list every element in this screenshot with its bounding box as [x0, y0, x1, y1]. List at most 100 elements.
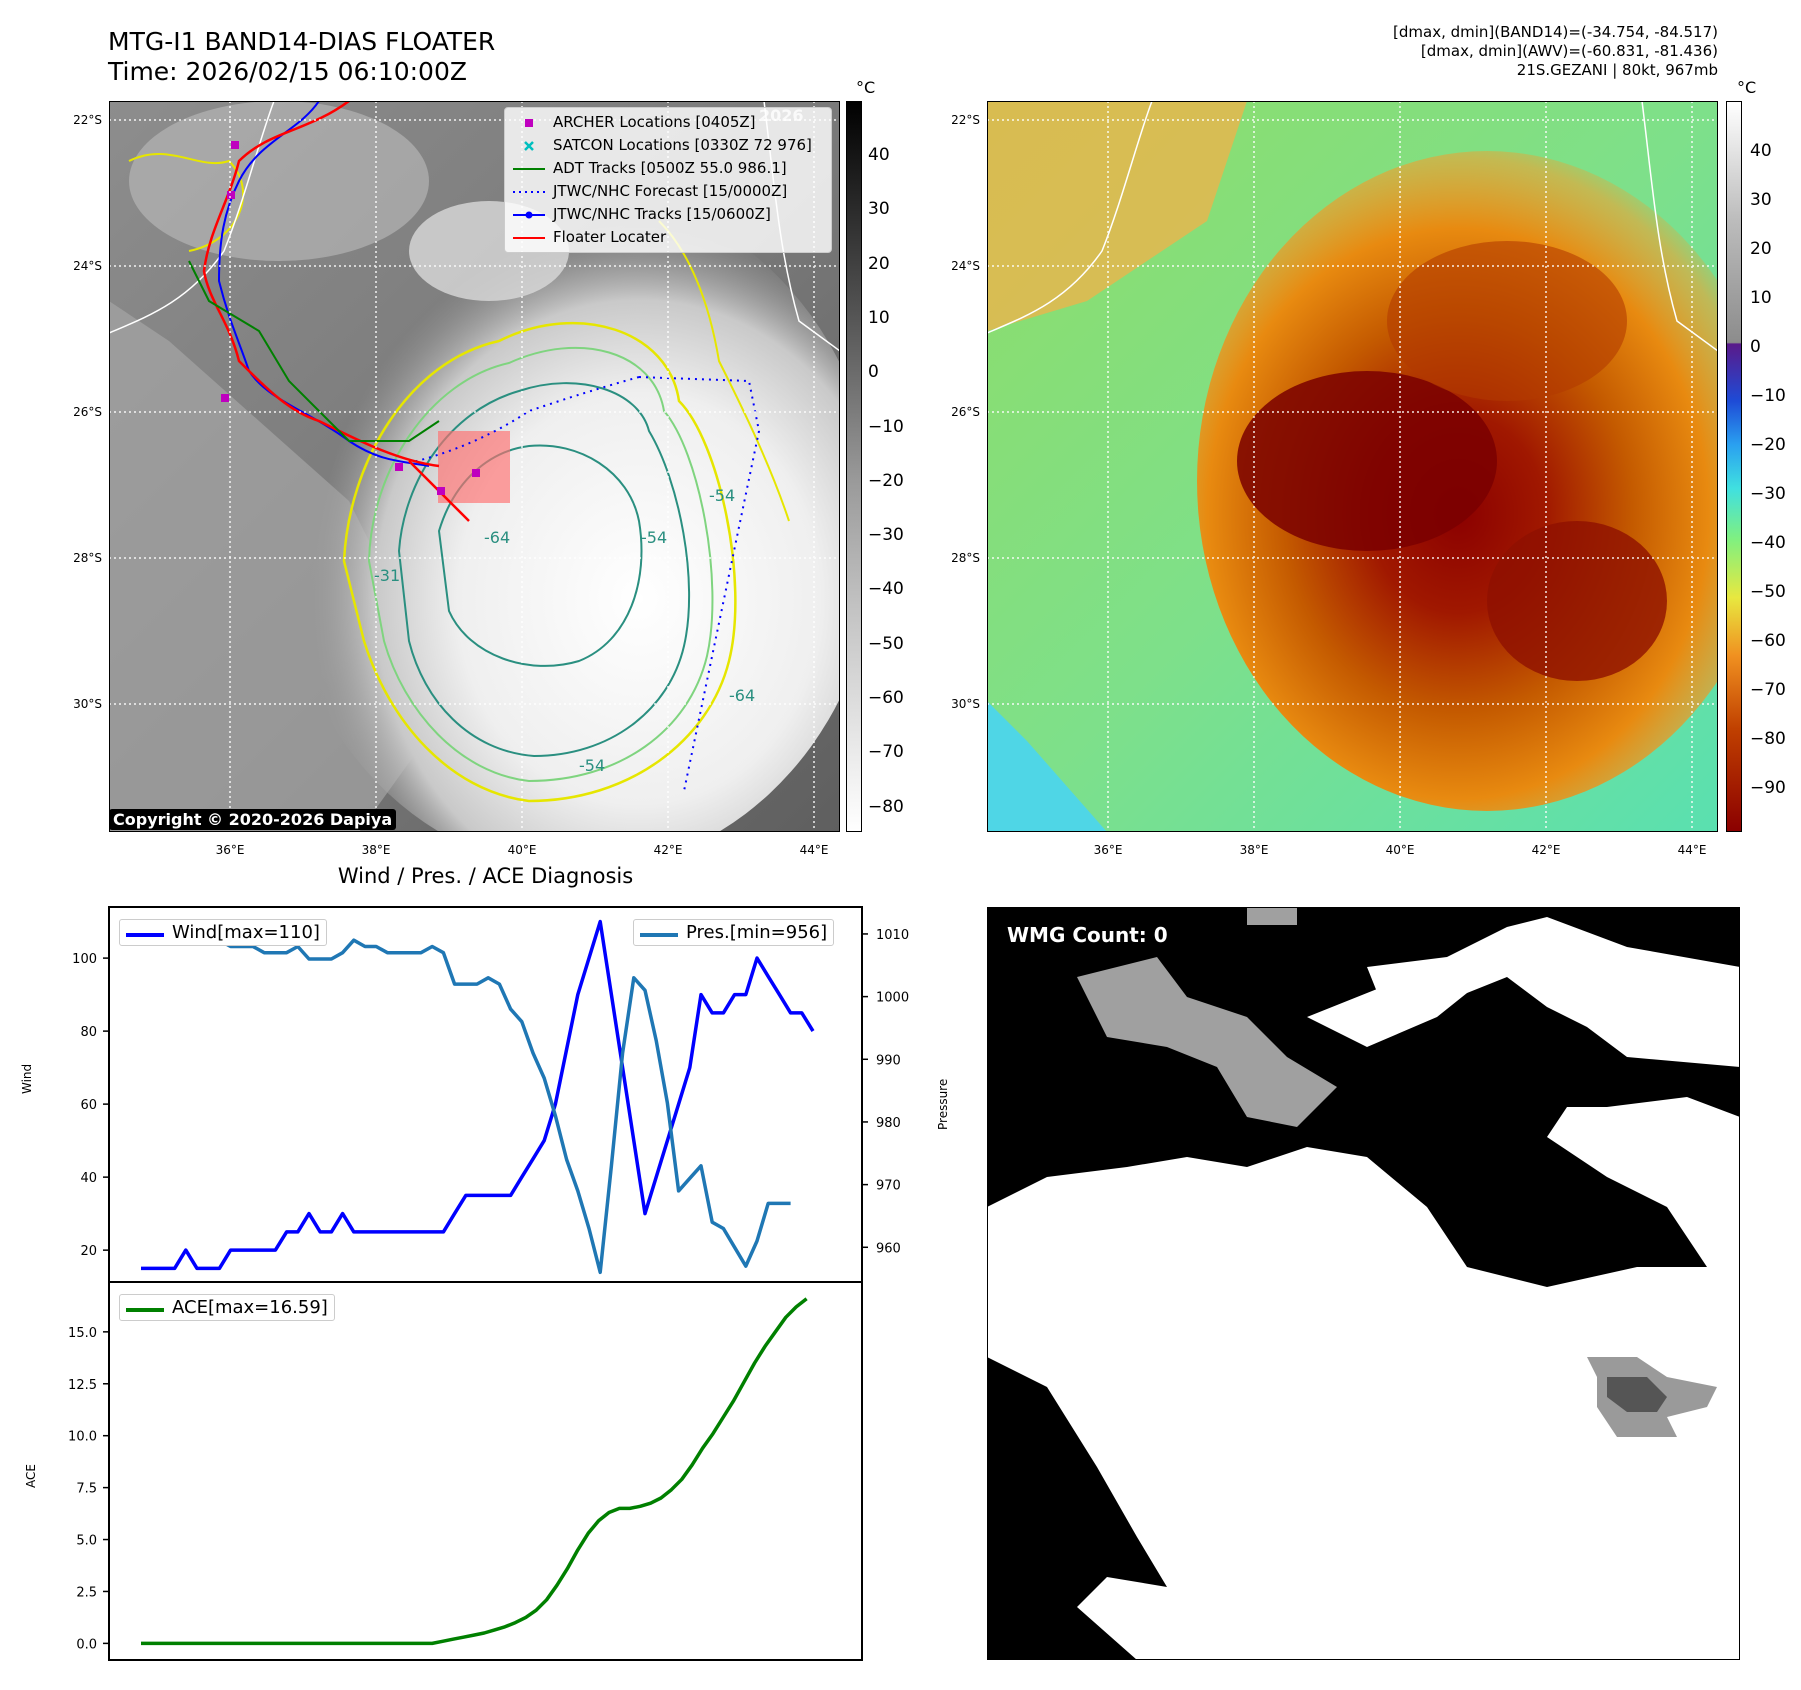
lon-label: 38°E [1239, 843, 1269, 857]
lat-label: 30°S [73, 697, 102, 711]
figure-title: MTG-I1 BAND14-DIAS FLOATER Time: 2026/02… [108, 27, 495, 87]
colorbar-left-tick: −20 [868, 470, 904, 491]
lat-label: 22°S [73, 113, 102, 127]
ace-tick-label: 0.0 [76, 1637, 97, 1652]
pressure-line-icon [640, 932, 678, 937]
colorbar-right-tick: −70 [1750, 680, 1786, 700]
colorbar-right-tick: −30 [1750, 484, 1786, 504]
wind-axis-label: Wind [20, 1063, 34, 1094]
contour-label: -64 [729, 686, 755, 705]
colorbar-left-tick: −30 [868, 525, 904, 546]
info-line-3: 21S.GEZANI | 80kt, 967mb [1516, 61, 1718, 79]
copyright-label: Copyright © 2020-2026 Dapiya [109, 809, 397, 830]
legend-item-tracks: JTWC/NHC Tracks [15/0600Z] [505, 203, 831, 226]
wmg-image [986, 906, 1741, 1661]
colorbar-right [1726, 101, 1742, 832]
ace-tick-label: 10.0 [68, 1430, 97, 1445]
ace-tick-label: 15.0 [68, 1326, 97, 1341]
colorbar-left-tick: 40 [868, 145, 890, 165]
lat-label: 28°S [73, 551, 102, 565]
legend-item-satcon: SATCON Locations [0330Z 72 976] [505, 134, 831, 157]
pressure-tick-label: 960 [876, 1241, 901, 1256]
awv-image [986, 100, 1777, 833]
lon-label: 44°E [799, 843, 829, 857]
colorbar-right-tick: 40 [1750, 141, 1772, 161]
wind-line-icon [126, 932, 164, 937]
lon-label: 42°E [653, 843, 683, 857]
colorbar-left-tick: 20 [868, 253, 890, 274]
wind-tick-label: 60 [80, 1098, 97, 1113]
lon-label: 38°E [361, 843, 391, 857]
legend-item-forecast: JTWC/NHC Forecast [15/0000Z] [505, 180, 831, 203]
pressure-tick-label: 980 [876, 1116, 901, 1131]
lon-label: 36°E [1093, 843, 1123, 857]
colorbar-right-tick: −40 [1750, 533, 1786, 553]
wmg-count: WMG Count: 0 [1007, 923, 1168, 947]
contour-label: -64 [484, 528, 510, 547]
colorbar-right-tick: −80 [1750, 729, 1786, 749]
info-line-1: [dmax, dmin](BAND14)=(-34.754, -84.517) [1393, 23, 1718, 41]
awv-map [986, 100, 1777, 833]
colorbar-right-tick: −50 [1750, 582, 1786, 602]
wmg-panel: WMG Count: 0 [986, 906, 1741, 1661]
contour-label: -54 [579, 756, 605, 775]
colorbar-right-tick: 30 [1750, 190, 1772, 210]
ace-tick-label: 12.5 [68, 1378, 97, 1393]
wind-tick-label: 20 [80, 1244, 97, 1259]
colorbar-left-tick: −50 [868, 633, 904, 654]
colorbar-right-tick: 20 [1750, 239, 1772, 259]
ace-axis-label: ACE [24, 1464, 38, 1488]
pressure-tick-label: 970 [876, 1179, 901, 1194]
colorbar-left-unit: °C [856, 78, 876, 97]
lat-label: 30°S [951, 697, 980, 711]
colorbar-left-tick: 0 [868, 362, 879, 383]
pressure-legend: Pres.[min=956] [633, 919, 835, 946]
lat-label: 26°S [73, 405, 102, 419]
colorbar-right-tick: −60 [1750, 631, 1786, 651]
lat-label: 26°S [951, 405, 980, 419]
wind-tick-label: 80 [80, 1025, 97, 1040]
lat-label: 24°S [73, 259, 102, 273]
pressure-series-line [140, 932, 791, 1275]
wind-tick-label: 40 [80, 1171, 97, 1186]
legend-item-adt: ADT Tracks [0500Z 55.0 986.1] [505, 157, 831, 180]
ace-tick-label: 7.5 [76, 1482, 97, 1497]
satellite-ir-map: -64 -54 -64 -54 -54 -31 2026 ARCHER Loca… [108, 99, 879, 871]
lat-label: 22°S [951, 113, 980, 127]
colorbar-right-unit: °C [1737, 78, 1757, 97]
line-icon [511, 157, 547, 180]
colorbar-left-tick: 30 [868, 199, 890, 220]
colorbar-left [846, 101, 862, 832]
ace-legend: ACE[max=16.59] [119, 1294, 335, 1321]
map-legend: ARCHER Locations [0405Z] SATCON Location… [504, 107, 832, 253]
ace-chart: 0.0 2.5 5.0 7.5 10.0 12.5 15.0 [68, 1281, 863, 1661]
ace-tick-label: 2.5 [76, 1585, 97, 1600]
colorbar-left-tick: 10 [868, 307, 890, 328]
lon-label: 40°E [507, 843, 537, 857]
colorbar-right-tick: 0 [1750, 337, 1761, 357]
contour-label: -31 [374, 566, 400, 585]
x-marker-icon [511, 134, 547, 157]
colorbar-right-tick: −10 [1750, 386, 1786, 406]
pressure-tick-label: 1000 [876, 991, 909, 1006]
lat-label: 24°S [951, 259, 980, 273]
info-line-2: [dmax, dmin](AWV)=(-60.831, -81.436) [1420, 42, 1718, 60]
ace-line-icon [126, 1307, 164, 1312]
dot-line-icon [511, 203, 547, 226]
wind-legend: Wind[max=110] [119, 919, 327, 946]
wind-series-line [141, 919, 815, 1271]
title-line-1: MTG-I1 BAND14-DIAS FLOATER [108, 27, 496, 56]
colorbar-right-tick: 10 [1750, 288, 1772, 308]
ace-tick-label: 5.0 [76, 1534, 97, 1549]
lon-label: 42°E [1531, 843, 1561, 857]
diagnosis-title: Wind / Pres. / ACE Diagnosis [337, 864, 634, 888]
colorbar-left-tick: −80 [868, 796, 904, 817]
colorbar-left-tick: −70 [868, 742, 904, 763]
dotted-line-icon [511, 180, 547, 203]
ace-series-line [141, 1297, 808, 1646]
contour-label: -54 [641, 528, 667, 547]
colorbar-left-tick: −40 [868, 579, 904, 600]
lat-label: 28°S [951, 551, 980, 565]
lon-label: 36°E [215, 843, 245, 857]
lon-label: 44°E [1677, 843, 1707, 857]
